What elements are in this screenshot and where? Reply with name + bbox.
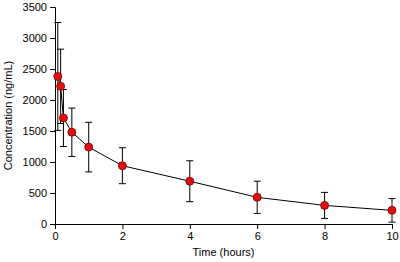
tick-mark — [325, 224, 326, 229]
tick-mark — [50, 38, 55, 39]
error-bar — [389, 199, 396, 223]
plot: 0 2 4 6 8 10 0 500 1000 1500 2000 2500 3000 3500 — [23, 1, 399, 242]
tick-mark — [50, 131, 55, 132]
tick: 6 — [255, 224, 261, 242]
tick-label: 6 — [255, 230, 261, 242]
tick: 2 — [120, 224, 126, 242]
marker — [85, 143, 93, 151]
error-bar-cap — [389, 222, 396, 223]
error-bar-cap — [68, 108, 75, 109]
marker — [253, 193, 261, 201]
axis-line — [56, 225, 393, 230]
marker — [321, 201, 329, 209]
error-bar-cap — [321, 218, 328, 219]
error-bar-cap — [57, 49, 64, 50]
tick-label: 1000 — [23, 156, 47, 168]
tick-label: 1500 — [23, 125, 47, 137]
error-bar-cap — [389, 198, 396, 199]
tick-label: 500 — [29, 187, 47, 199]
marker — [57, 82, 65, 90]
error-bar-cap — [54, 22, 61, 23]
tick-mark — [122, 224, 123, 229]
tick-mark — [190, 224, 191, 229]
marker — [388, 206, 396, 214]
tick-label: 8 — [322, 230, 328, 242]
tick-mark — [50, 7, 55, 8]
tick-mark — [50, 224, 55, 225]
error-bar-cap — [254, 181, 261, 182]
tick: 3500 — [23, 1, 55, 13]
error-bar-cap — [254, 213, 261, 214]
marker — [59, 114, 67, 122]
tick-label: 0 — [41, 218, 47, 230]
marker — [118, 162, 126, 170]
error-bar — [85, 122, 92, 172]
error-bar — [119, 148, 126, 184]
tick-mark — [257, 224, 258, 229]
tick-label: 2000 — [23, 94, 47, 106]
tick-label: 2500 — [23, 63, 47, 75]
tick-label: 0 — [52, 230, 58, 242]
error-bar — [321, 192, 328, 218]
error-bar — [254, 181, 261, 213]
tick-label: 3500 — [23, 1, 47, 13]
error-bar-cap — [85, 122, 92, 123]
tick: 4 — [187, 224, 193, 242]
tick-label: 4 — [187, 230, 193, 242]
error-bar-cap — [68, 156, 75, 157]
error-bar-cap — [186, 160, 193, 161]
error-bar — [186, 161, 193, 202]
tick-mark — [50, 100, 55, 101]
tick-label: 10 — [386, 230, 398, 242]
y-axis-title: Concentration (ng/mL) — [2, 61, 14, 170]
y-axis: 0 500 1000 1500 2000 2500 3000 3500 — [23, 1, 56, 230]
tick: 1000 — [23, 156, 55, 168]
tick: 2000 — [23, 94, 55, 106]
tick: 1500 — [23, 125, 55, 137]
error-bar-cap — [54, 130, 61, 131]
series — [54, 23, 396, 223]
error-bar-cap — [186, 201, 193, 202]
error-bar — [54, 23, 61, 131]
axis-line — [50, 8, 56, 225]
marker — [54, 72, 62, 80]
error-bar-cap — [60, 146, 67, 147]
x-axis: 0 2 4 6 8 10 — [52, 224, 398, 242]
error-bar — [68, 108, 75, 156]
error-bar-cap — [85, 171, 92, 172]
line — [58, 76, 392, 210]
plot-area — [54, 23, 396, 223]
tick: 500 — [29, 187, 55, 199]
tick-mark — [50, 162, 55, 163]
tick: 10 — [386, 224, 398, 242]
tick-label: 2 — [120, 230, 126, 242]
tick: 0 — [52, 224, 58, 242]
error-bar-cap — [321, 192, 328, 193]
tick-mark — [50, 69, 55, 70]
error-bar — [60, 89, 67, 146]
marker — [186, 177, 194, 185]
tick: 3000 — [23, 32, 55, 44]
tick-mark — [50, 193, 55, 194]
tick: 2500 — [23, 63, 55, 75]
tick-label: 3000 — [23, 32, 47, 44]
marker — [68, 128, 76, 136]
tick: 8 — [322, 224, 328, 242]
chart: 0 2 4 6 8 10 0 500 1000 1500 2000 2500 3000 3500 Time … — [0, 0, 400, 262]
x-axis-title: Time (hours) — [193, 246, 255, 258]
tick: 0 — [41, 218, 55, 230]
error-bar-cap — [119, 147, 126, 148]
tick-mark — [392, 224, 393, 229]
error-bar-cap — [119, 183, 126, 184]
